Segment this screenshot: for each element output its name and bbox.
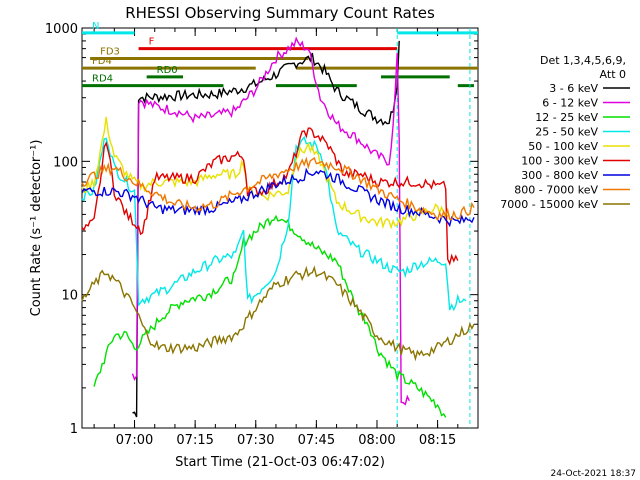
x-axis: 07:00 07:15 07:30 07:45 08:00 08:15 <box>93 28 479 448</box>
legend-entry: 7000 - 15000 keV <box>500 198 598 211</box>
x-tick-label: 07:00 <box>116 433 153 448</box>
legend-entry: 6 - 12 keV <box>542 97 598 110</box>
series-lines <box>81 36 475 418</box>
flag-bar-label: RD0 <box>157 65 178 76</box>
x-tick-label: 07:30 <box>237 433 274 448</box>
legend-entry: 100 - 300 keV <box>521 155 598 168</box>
series-line <box>132 40 400 418</box>
y-tick-label: 100 <box>53 155 78 170</box>
series-line <box>81 127 459 266</box>
x-tick-label: 07:45 <box>298 433 335 448</box>
series-line <box>81 135 467 312</box>
x-tick-label: 07:15 <box>176 433 213 448</box>
y-tick-label: 1000 <box>45 22 78 37</box>
y-axis: 1 10 100 1000 <box>45 22 478 437</box>
legend-header: Att 0 <box>600 68 626 81</box>
flag-bar-label: N <box>92 21 99 32</box>
series-line <box>81 265 475 362</box>
y-axis-label: Count Rate (s⁻¹ detector⁻¹) <box>29 140 44 317</box>
legend-entry: 25 - 50 keV <box>535 126 598 139</box>
legend: Det 1,3,4,5,6,9,Att 03 - 6 keV 6 - 12 keV… <box>500 54 630 211</box>
x-tick-label: 08:15 <box>419 433 456 448</box>
x-axis-label: Start Time (21-Oct-03 06:47:02) <box>175 455 385 470</box>
y-tick-label: 10 <box>61 289 78 304</box>
series-line <box>131 36 410 406</box>
series-line <box>81 156 475 222</box>
legend-entry: 3 - 6 keV <box>549 82 598 95</box>
legend-entry: 300 - 800 keV <box>521 169 598 182</box>
flag-bar-label: FD3 <box>100 47 120 58</box>
flag-bar-label: FD4 <box>92 56 112 67</box>
legend-entry: 12 - 25 keV <box>535 111 598 124</box>
chart-title: RHESSI Observing Summary Count Rates <box>125 4 435 22</box>
legend-entry: 50 - 100 keV <box>528 140 598 153</box>
flag-bar-label: F <box>149 37 155 48</box>
legend-header: Det 1,3,4,5,6,9, <box>540 54 626 67</box>
legend-entry: 800 - 7000 keV <box>514 184 598 197</box>
x-tick-label: 08:00 <box>358 433 395 448</box>
flag-bar-label: RD4 <box>92 74 113 85</box>
series-line <box>81 167 475 228</box>
series-line <box>93 214 447 418</box>
timestamp: 24-Oct-2021 18:37 <box>551 469 636 479</box>
y-tick-label: 1 <box>70 422 78 437</box>
